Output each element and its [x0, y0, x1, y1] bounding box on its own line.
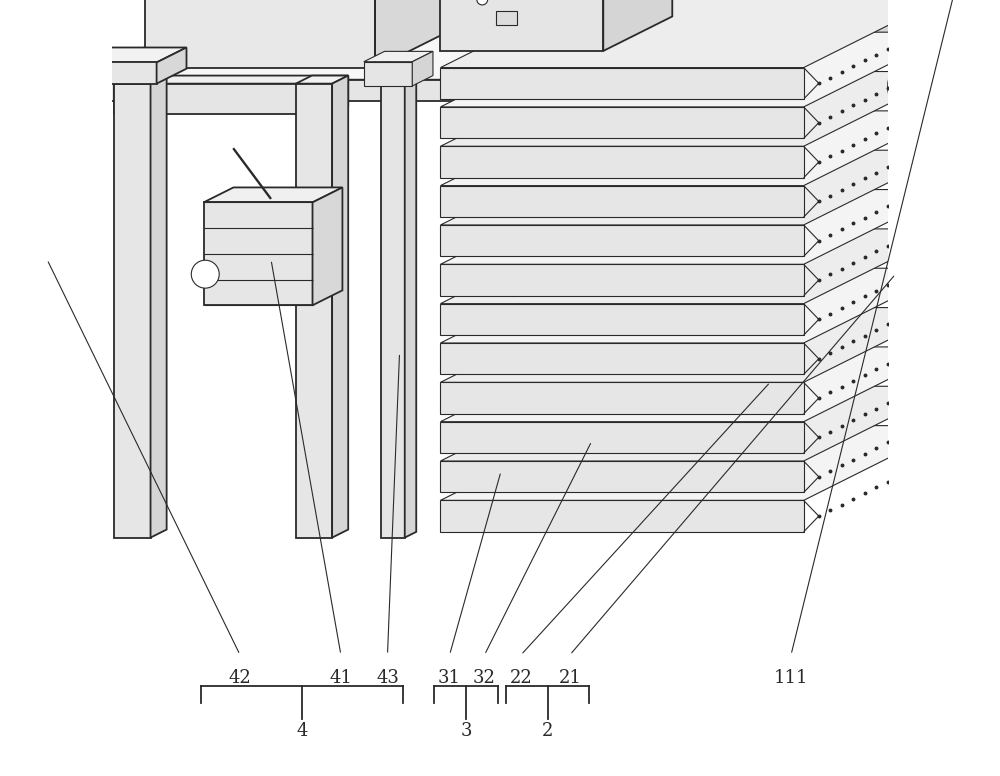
Polygon shape: [440, 347, 953, 421]
Text: 4: 4: [296, 722, 308, 740]
Polygon shape: [375, 0, 472, 68]
Polygon shape: [603, 0, 672, 51]
Polygon shape: [440, 71, 953, 146]
Polygon shape: [381, 78, 416, 84]
Polygon shape: [0, 47, 186, 62]
Polygon shape: [440, 68, 804, 99]
Text: 22: 22: [510, 669, 532, 687]
Polygon shape: [296, 75, 348, 84]
Polygon shape: [440, 189, 953, 265]
Polygon shape: [114, 84, 332, 114]
Text: 21: 21: [558, 669, 581, 687]
Polygon shape: [114, 75, 167, 84]
FancyBboxPatch shape: [496, 11, 517, 26]
Text: 32: 32: [473, 669, 496, 687]
Polygon shape: [80, 80, 758, 101]
Polygon shape: [440, 386, 953, 461]
Polygon shape: [440, 461, 804, 493]
Polygon shape: [145, 0, 375, 68]
Polygon shape: [204, 188, 342, 203]
Circle shape: [893, 217, 958, 282]
Polygon shape: [440, 0, 603, 51]
Circle shape: [917, 78, 933, 95]
Polygon shape: [440, 268, 953, 343]
Polygon shape: [80, 0, 953, 80]
Polygon shape: [440, 32, 953, 107]
Polygon shape: [440, 343, 804, 375]
Circle shape: [191, 260, 219, 288]
Polygon shape: [332, 75, 348, 114]
Polygon shape: [440, 307, 953, 383]
Polygon shape: [381, 84, 405, 538]
Polygon shape: [440, 0, 953, 68]
Polygon shape: [440, 107, 804, 138]
Polygon shape: [114, 84, 151, 538]
Polygon shape: [313, 188, 342, 305]
Circle shape: [898, 362, 952, 417]
Polygon shape: [440, 225, 804, 256]
Text: 111: 111: [774, 669, 808, 687]
Polygon shape: [440, 265, 804, 296]
Text: 43: 43: [376, 669, 399, 687]
Polygon shape: [440, 111, 953, 185]
Polygon shape: [440, 146, 804, 178]
Circle shape: [918, 243, 932, 258]
Polygon shape: [440, 501, 804, 532]
Polygon shape: [364, 62, 412, 86]
Polygon shape: [405, 78, 416, 538]
Polygon shape: [296, 84, 332, 538]
Polygon shape: [204, 203, 313, 305]
Circle shape: [919, 383, 931, 395]
Polygon shape: [0, 62, 157, 84]
Polygon shape: [758, 0, 953, 101]
Polygon shape: [364, 51, 433, 62]
Polygon shape: [440, 185, 804, 217]
Polygon shape: [440, 151, 953, 225]
Polygon shape: [440, 383, 804, 414]
Polygon shape: [440, 229, 953, 303]
Polygon shape: [440, 425, 953, 501]
Text: 31: 31: [438, 669, 461, 687]
Polygon shape: [440, 303, 804, 335]
Polygon shape: [157, 47, 186, 84]
Text: 3: 3: [460, 722, 472, 740]
Polygon shape: [151, 75, 167, 538]
Circle shape: [477, 0, 488, 5]
Text: 42: 42: [229, 669, 251, 687]
Polygon shape: [332, 75, 348, 538]
Text: 41: 41: [329, 669, 352, 687]
Text: 2: 2: [542, 722, 553, 740]
Polygon shape: [114, 75, 348, 84]
Circle shape: [888, 50, 963, 124]
Polygon shape: [440, 421, 804, 453]
Polygon shape: [412, 51, 433, 86]
